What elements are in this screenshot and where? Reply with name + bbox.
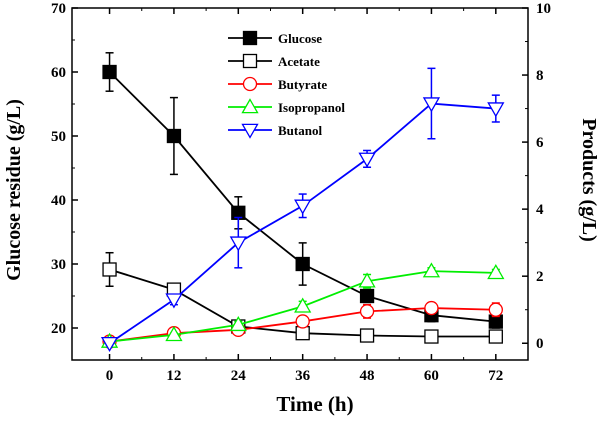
data-point-glucose <box>166 128 182 144</box>
y-axis-left-title: Glucose residue (g/L) <box>3 99 25 281</box>
data-point-butyrate <box>295 314 310 329</box>
legend-item-acetate: Acetate <box>228 53 320 69</box>
data-point-isopropanol <box>165 326 183 342</box>
data-point-butyrate <box>359 304 375 319</box>
x-tick-label: 48 <box>360 368 375 384</box>
data-point-glucose <box>359 288 375 304</box>
y-left-tick-label: 50 <box>51 129 66 145</box>
y-right-tick-label: 0 <box>536 336 544 352</box>
legend-marker-butyrate <box>242 76 258 92</box>
y-right-tick-label: 8 <box>536 68 544 84</box>
series-butanol <box>100 67 505 353</box>
data-point-glucose <box>102 64 117 80</box>
data-point-butanol <box>422 97 441 113</box>
x-tick-label: 0 <box>106 368 114 384</box>
legend-item-butanol: Butanol <box>228 123 322 139</box>
data-point-butyrate <box>424 300 439 316</box>
data-point-acetate <box>102 262 117 277</box>
series-layer <box>100 52 505 353</box>
legend-label-butyrate: Butyrate <box>278 77 327 92</box>
data-point-butanol <box>100 336 119 353</box>
legend-label-butanol: Butanol <box>278 123 322 138</box>
data-point-butyrate <box>488 302 503 317</box>
y-right-tick-label: 6 <box>536 135 544 151</box>
data-point-acetate <box>488 329 503 344</box>
data-point-isopropanol <box>294 297 312 313</box>
data-point-acetate <box>424 329 439 344</box>
x-tick-label: 60 <box>424 368 439 384</box>
y-left-tick-label: 20 <box>51 321 66 337</box>
data-point-isopropanol <box>487 264 505 280</box>
y-right-tick-label: 2 <box>536 269 544 285</box>
y-right-tick-label: 10 <box>536 1 551 17</box>
legend-label-isopropanol: Isopropanol <box>278 100 345 115</box>
data-point-isopropanol <box>229 315 247 332</box>
legend-marker-isopropanol <box>241 98 259 114</box>
x-tick-label: 12 <box>166 368 181 384</box>
data-point-glucose <box>295 256 310 272</box>
legend-marker-acetate <box>242 53 258 69</box>
legend-item-butyrate: Butyrate <box>228 76 327 92</box>
y-axis-right-title: Products (g/L) <box>578 118 598 242</box>
data-point-butanol <box>294 199 312 215</box>
legend-marker-butanol <box>241 123 259 139</box>
data-point-butanol <box>487 102 505 118</box>
legend: Glucose Acetate Butyrate Isopropanol Butanol <box>228 30 345 139</box>
legend-label-acetate: Acetate <box>278 54 320 69</box>
legend-item-glucose: Glucose <box>228 30 322 46</box>
legend-item-isopropanol: Isopropanol <box>228 98 345 115</box>
x-tick-label: 36 <box>295 368 311 384</box>
x-axis-title: Time (h) <box>276 392 353 416</box>
legend-label-glucose: Glucose <box>278 31 322 46</box>
y-left-tick-label: 40 <box>51 193 66 209</box>
data-point-isopropanol <box>422 262 441 278</box>
x-tick-label: 72 <box>488 368 503 384</box>
data-point-butanol <box>358 152 376 168</box>
legend-marker-glucose <box>242 30 258 46</box>
data-point-acetate <box>295 326 310 341</box>
data-point-butanol <box>229 236 247 252</box>
data-point-acetate <box>359 328 375 343</box>
data-point-butanol <box>165 293 183 309</box>
y-left-tick-label: 30 <box>51 257 66 273</box>
y-left-tick-label: 60 <box>51 65 66 81</box>
y-left-tick-label: 70 <box>51 1 66 17</box>
y-right-tick-label: 4 <box>536 202 544 218</box>
plot-frame <box>71 7 529 361</box>
x-tick-label: 24 <box>231 368 247 384</box>
data-point-isopropanol <box>358 272 376 288</box>
